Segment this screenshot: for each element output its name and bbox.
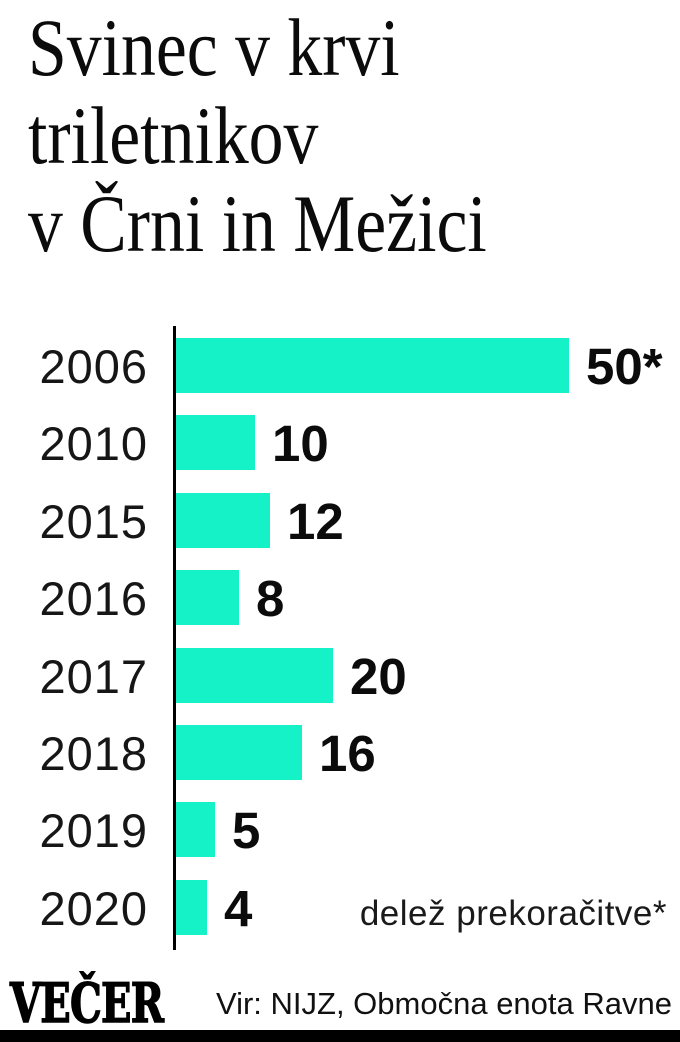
page-title-line-1: Svinec v krvi: [28, 2, 400, 93]
value-label: 8: [256, 570, 285, 627]
value-label: 50*: [586, 338, 663, 395]
value-bar-2020: [176, 880, 207, 935]
year-label: 2006: [39, 340, 148, 393]
value-bar-2006: [176, 338, 569, 393]
chart-row: 2020 4: [0, 880, 680, 937]
chart-row: 2016 8: [0, 570, 680, 627]
bar-chart: 2006 50* 2010 10 2015 12 2016 8 2017 20 2018 16 2019…: [0, 326, 680, 950]
value-label: 12: [287, 493, 344, 550]
year-label: 2017: [39, 650, 148, 703]
year-label: 2016: [39, 572, 148, 625]
chart-row: 2018 16: [0, 725, 680, 782]
value-bar-2016: [176, 570, 239, 625]
value-label: 16: [319, 725, 376, 782]
chart-row: 2010 10: [0, 415, 680, 472]
value-label: 10: [272, 415, 329, 472]
value-label: 20: [350, 648, 407, 705]
value-label: 4: [224, 880, 253, 937]
year-label: 2020: [39, 882, 148, 935]
value-bar-2018: [176, 725, 302, 780]
chart-baseline-axis: [173, 326, 176, 950]
year-label: 2015: [39, 495, 148, 548]
value-label: 5: [232, 802, 261, 859]
value-bar-2010: [176, 415, 255, 470]
year-label: 2019: [39, 804, 148, 857]
page-title-line-3: v Črni in Mežici: [28, 178, 487, 269]
chart-note: delež prekoračitve*: [359, 894, 667, 933]
chart-row: 2006 50*: [0, 338, 680, 395]
value-bar-2019: [176, 802, 215, 857]
source-credit: Vir: NIJZ, Območna enota Ravne: [215, 986, 672, 1021]
value-bar-2015: [176, 493, 270, 548]
year-label: 2018: [39, 727, 148, 780]
chart-row: 2015 12: [0, 493, 680, 550]
chart-row: 2019 5: [0, 802, 680, 859]
year-label: 2010: [39, 417, 148, 470]
vecer-logo: VEČER: [9, 971, 164, 1035]
chart-row: 2017 20: [0, 648, 680, 705]
footer-rule: [0, 1030, 680, 1042]
value-bar-2017: [176, 648, 333, 703]
page-title-line-2: triletnikov: [28, 90, 319, 181]
page-title: Svinec v krvi triletnikov v Črni in Mežici: [28, 4, 487, 268]
